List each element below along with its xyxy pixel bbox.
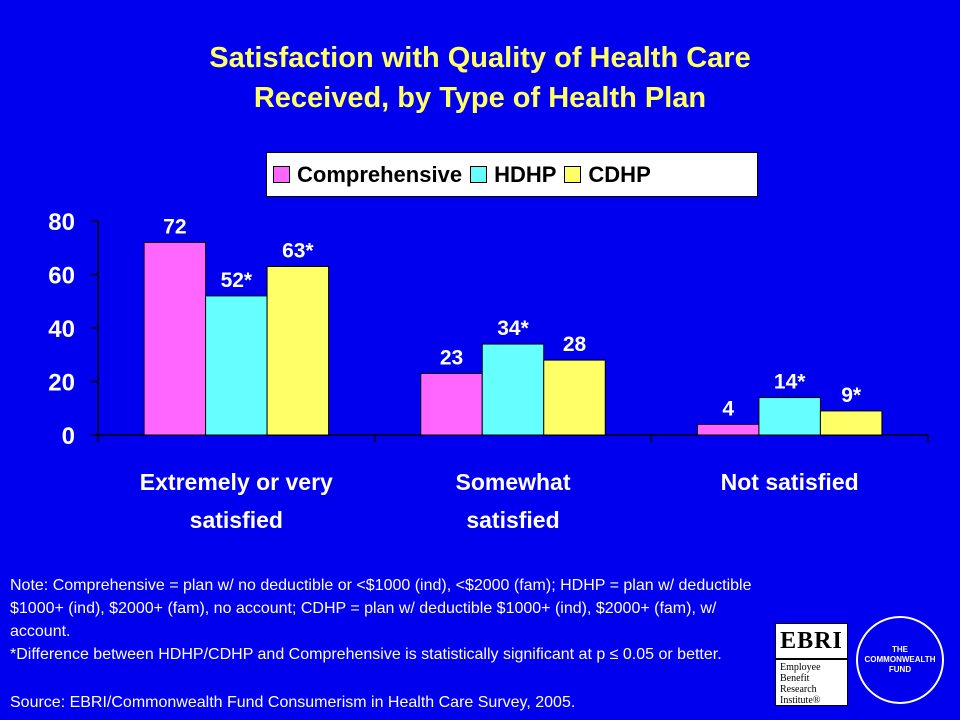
bar-hdhp <box>205 295 268 436</box>
legend-label-cdhp: CDHP <box>588 161 651 187</box>
bar-comprehensive <box>696 423 760 436</box>
data-label: 34* <box>497 317 529 340</box>
bar-hdhp <box>758 397 821 436</box>
ebri-logo-line: Benefit <box>780 673 810 684</box>
ebri-logo-line: Research <box>780 684 817 695</box>
chart-legend: Comprehensive HDHP CDHP <box>266 152 758 197</box>
cwf-logo-line: FUND <box>888 665 912 674</box>
data-label: 63* <box>282 239 314 262</box>
legend-swatch-cdhp <box>564 166 582 183</box>
data-label: 23 <box>440 346 463 369</box>
chart-note: Note: Comprehensive = plan w/ no deducti… <box>10 574 770 666</box>
data-label: 4 <box>722 397 734 420</box>
bar-cdhp <box>266 265 330 436</box>
x-category-label: Extremely or very <box>140 469 333 495</box>
x-category-label: Not satisfied <box>721 469 859 495</box>
data-label: 72 <box>163 215 186 238</box>
y-tick-label: 0 <box>62 423 75 450</box>
data-label: 28 <box>563 333 587 356</box>
ebri-logo-line: Institute® <box>780 695 821 706</box>
note-definitions: Note: Comprehensive = plan w/ no deducti… <box>10 577 752 640</box>
bar-hdhp <box>481 343 545 436</box>
cwf-logo-line: COMMONWEALTH <box>864 655 936 664</box>
legend-item-hdhp: HDHP <box>470 162 556 188</box>
y-tick-label: 80 <box>48 209 75 236</box>
y-tick-label: 60 <box>48 263 75 290</box>
ebri-logo-line: Employee <box>780 662 821 673</box>
note-significance: *Difference between HDHP/CDHP and Compre… <box>10 646 722 663</box>
bar-comprehensive <box>420 372 483 436</box>
legend-label-hdhp: HDHP <box>494 161 557 187</box>
legend-item-cdhp: CDHP <box>564 161 651 188</box>
bar-cdhp <box>543 359 606 436</box>
x-category-label: Somewhat <box>455 469 570 495</box>
data-label: 52* <box>221 269 253 292</box>
data-label: 14* <box>774 371 806 394</box>
chart-title-line-2: Received, by Type of Health Plan <box>253 82 707 114</box>
legend-swatch-comprehensive <box>273 166 290 183</box>
legend-swatch-hdhp <box>470 166 488 183</box>
ebri-logo-name: Employee Benefit Research Institute® <box>776 660 847 708</box>
bar-cdhp <box>819 410 883 436</box>
data-label: 9* <box>841 384 862 407</box>
x-category-label: satisfied <box>466 507 559 533</box>
legend-label-comprehensive: Comprehensive <box>297 161 463 187</box>
x-category-label: satisfied <box>190 507 283 533</box>
bar-chart: 0 20 40 60 80 72 52* 63* Extremely or very satisf… <box>48 209 929 533</box>
bar-comprehensive <box>143 241 207 436</box>
y-tick-label: 40 <box>48 316 75 343</box>
commonwealth-fund-logo: THE COMMONWEALTH FUND <box>856 616 944 704</box>
ebri-logo: EBRI Employee Benefit Research Institute… <box>775 623 848 706</box>
chart-title-line-1: Satisfaction with Quality of Health Care <box>209 42 751 74</box>
legend-item-comprehensive: Comprehensive <box>273 162 462 188</box>
chart-source: Source: EBRI/Commonwealth Fund Consumeri… <box>10 694 576 711</box>
chart-title: Satisfaction with Quality of Health Care… <box>0 38 960 118</box>
cwf-logo-line: THE <box>892 645 908 654</box>
y-tick-label: 20 <box>48 370 75 397</box>
ebri-logo-abbr: EBRI <box>776 624 847 660</box>
